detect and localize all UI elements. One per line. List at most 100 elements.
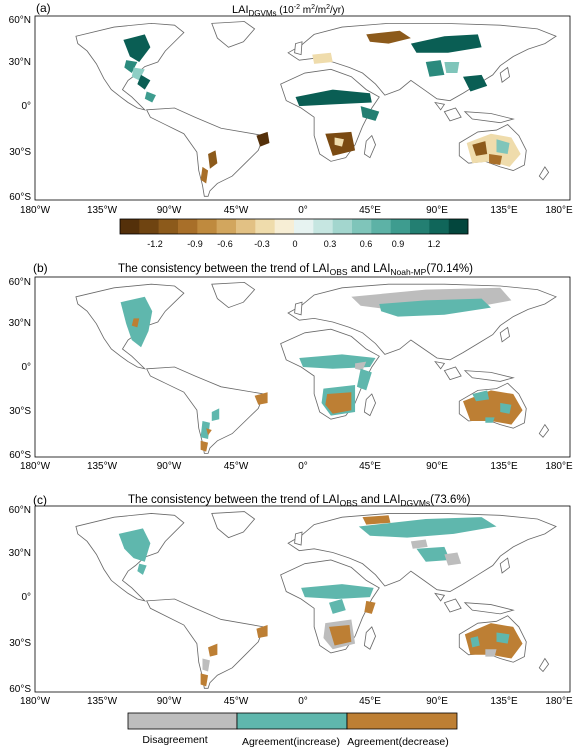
panel-a-title-end: /yr) <box>330 5 344 16</box>
tick-b-30s: 30°S <box>9 406 31 417</box>
map-a-frame <box>34 15 571 201</box>
colorbar-a-segment-15 <box>410 219 430 234</box>
panel-b-title-pre: The consistency between the trend of LAI <box>118 263 330 275</box>
tick-c-45w: 45°W <box>224 696 249 707</box>
cbar-label-1: -0.9 <box>187 239 203 249</box>
tick-a-45e: 45°E <box>359 205 381 216</box>
panel-a: (a) LAIDGVMs (10-2 m2/m2/yr) <box>9 1 573 249</box>
cbar-label-6: 0.6 <box>360 239 373 249</box>
tick-c-60s: 60°S <box>9 684 31 695</box>
tick-c-0lon: 0° <box>298 696 308 707</box>
tick-a-90e: 90°E <box>426 205 448 216</box>
map-c-frame <box>34 505 571 693</box>
tick-a-0: 0° <box>21 101 31 112</box>
panel-b-title-sub2: Noah-MP <box>390 267 426 277</box>
tick-b-30n: 30°N <box>9 318 31 329</box>
colorbar-a-frame <box>119 218 469 235</box>
map-a-x-ticks: 180°W 135°W 90°W 45°W 0° 45°E 90°E 135°E… <box>20 205 573 216</box>
tick-c-180w: 180°W <box>20 696 51 707</box>
map-b-patches <box>120 287 523 452</box>
tick-b-45e: 45°E <box>359 461 381 472</box>
tick-a-180w: 180°W <box>20 205 51 216</box>
colorbar-a-segment-7 <box>255 219 275 234</box>
cbar-label-4: 0 <box>292 239 297 249</box>
panel-a-title-mid2: /m <box>315 5 326 16</box>
colorbar-a-labels: -1.2 -0.9 -0.6 -0.3 0 0.3 0.6 0.9 1.2 <box>147 239 440 249</box>
map-a-patches <box>123 30 521 184</box>
panel-a-label: (a) <box>36 1 51 15</box>
tick-b-180w: 180°W <box>20 461 51 472</box>
tick-b-0: 0° <box>21 362 31 373</box>
colorbar-a-segment-5 <box>216 219 237 234</box>
cbar-label-7: 0.9 <box>392 239 405 249</box>
colorbar-a-segment-10 <box>313 219 333 234</box>
tick-a-60s: 60°S <box>9 192 31 203</box>
legend-label-agreement-decrease: Agreement(decrease) <box>347 736 449 748</box>
tick-c-0: 0° <box>21 592 31 603</box>
cbar-label-3: -0.3 <box>254 239 270 249</box>
colorbar-a-segment-13 <box>371 219 391 234</box>
panel-c-title-sub1: OBS <box>340 498 358 508</box>
legend-c: Disagreement Agreement(increase) Agreeme… <box>127 712 458 748</box>
colorbar-a-segment-3 <box>178 219 198 234</box>
cbar-label-2: -0.6 <box>217 239 233 249</box>
colorbar-a-segment-12 <box>352 219 372 234</box>
tick-b-60n: 60°N <box>9 277 31 288</box>
tick-b-90e: 90°E <box>426 461 448 472</box>
panel-b: (b) The consistency between the trend of… <box>9 261 573 472</box>
tick-b-60s: 60°S <box>9 450 31 461</box>
tick-b-180e: 180°E <box>545 461 573 472</box>
map-b-x-ticks: 180°W 135°W 90°W 45°W 0° 45°E 90°E 135°E… <box>20 461 573 472</box>
panel-a-title-exp3: 2 <box>326 4 330 11</box>
colorbar-a-segment-8 <box>274 219 295 234</box>
legend-swatch-disagreement <box>127 712 238 730</box>
tick-c-135w: 135°W <box>87 696 118 707</box>
map-b-frame <box>34 276 571 458</box>
panel-c-title: The consistency between the trend of LAI… <box>128 494 471 508</box>
panel-c-title-mid: and LAI <box>358 494 401 506</box>
tick-a-180e: 180°E <box>545 205 573 216</box>
map-b-y-ticks: 60°N 30°N 0° 30°S 60°S <box>9 277 32 461</box>
tick-a-135w: 135°W <box>87 205 118 216</box>
panel-c-title-pre: The consistency between the trend of LAI <box>128 494 340 506</box>
legend-label-agreement-increase: Agreement(increase) <box>242 736 340 748</box>
map-c-x-ticks: 180°W 135°W 90°W 45°W 0° 45°E 90°E 135°E… <box>20 696 573 707</box>
panel-a-title-rest: (10 <box>277 5 295 16</box>
tick-c-30s: 30°S <box>9 638 31 649</box>
tick-a-45w: 45°W <box>224 205 249 216</box>
colorbar-a-segment-9 <box>294 219 314 234</box>
panel-a-title-base: LAI <box>232 4 249 16</box>
tick-b-0lon: 0° <box>298 461 308 472</box>
tick-a-90w: 90°W <box>157 205 182 216</box>
tick-c-45e: 45°E <box>359 696 381 707</box>
legend-label-disagreement: Disagreement <box>142 734 207 746</box>
panel-c-title-sub2: DGVMs <box>400 498 430 508</box>
colorbar-a-segment-17 <box>448 219 469 234</box>
colorbar-a-segment-11 <box>332 219 353 234</box>
map-b <box>35 277 570 457</box>
tick-a-0lon: 0° <box>298 205 308 216</box>
cbar-label-8: 1.2 <box>428 239 441 249</box>
panel-a-title-mid: m <box>300 5 311 16</box>
panel-a-title: LAIDGVMs (10-2 m2/m2/yr) <box>232 4 344 18</box>
map-c-patches <box>118 515 523 687</box>
colorbar-a <box>119 218 469 235</box>
tick-c-90e: 90°E <box>426 696 448 707</box>
tick-c-135e: 135°E <box>490 696 518 707</box>
tick-c-180e: 180°E <box>545 696 573 707</box>
tick-c-30n: 30°N <box>9 548 31 559</box>
panel-b-title: The consistency between the trend of LAI… <box>118 263 473 277</box>
panel-b-title-sub1: OBS <box>330 267 348 277</box>
panel-b-title-end: (70.14%) <box>426 263 473 275</box>
tick-b-90w: 90°W <box>157 461 182 472</box>
panel-a-title-exp1: -2 <box>294 4 300 11</box>
colorbar-a-segment-2 <box>158 219 179 234</box>
colorbar-a-segment-16 <box>429 219 449 234</box>
colorbar-a-segment-1 <box>139 219 159 234</box>
panel-b-label: (b) <box>33 261 48 275</box>
tick-c-90w: 90°W <box>157 696 182 707</box>
tick-b-135w: 135°W <box>87 461 118 472</box>
panel-c-title-end: (73.6%) <box>430 494 470 506</box>
tick-c-60n: 60°N <box>9 505 31 516</box>
